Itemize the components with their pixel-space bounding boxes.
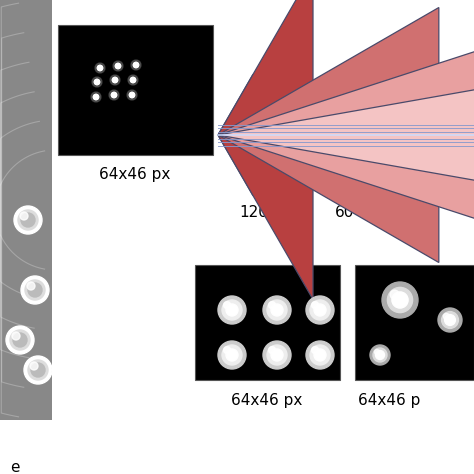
- Circle shape: [373, 348, 387, 362]
- Circle shape: [269, 301, 275, 309]
- Circle shape: [127, 90, 137, 100]
- Circle shape: [6, 326, 34, 354]
- Circle shape: [13, 333, 27, 347]
- Bar: [58, 25, 213, 155]
- Polygon shape: [218, 50, 474, 220]
- Circle shape: [314, 349, 326, 361]
- Circle shape: [382, 282, 418, 318]
- Circle shape: [113, 61, 123, 71]
- Circle shape: [24, 356, 52, 384]
- Circle shape: [218, 296, 246, 324]
- Circle shape: [267, 300, 287, 320]
- Circle shape: [97, 65, 103, 71]
- Circle shape: [109, 90, 119, 100]
- Circle shape: [375, 350, 384, 359]
- Text: 3: 3: [410, 205, 420, 220]
- Text: 64x46 px: 64x46 px: [231, 393, 303, 408]
- Circle shape: [111, 92, 117, 98]
- Circle shape: [442, 311, 458, 328]
- Circle shape: [131, 60, 141, 70]
- Text: 64x46 p: 64x46 p: [358, 393, 420, 408]
- Circle shape: [271, 304, 283, 316]
- Circle shape: [310, 300, 330, 320]
- Polygon shape: [218, 85, 474, 184]
- Circle shape: [21, 213, 35, 227]
- Circle shape: [311, 301, 319, 309]
- Circle shape: [93, 94, 99, 100]
- Text: 120°: 120°: [240, 205, 276, 220]
- Circle shape: [387, 287, 412, 312]
- Circle shape: [306, 341, 334, 369]
- Circle shape: [222, 300, 242, 320]
- Text: 64x46 px: 64x46 px: [100, 167, 171, 182]
- Circle shape: [130, 77, 136, 83]
- Circle shape: [10, 330, 30, 350]
- Circle shape: [14, 206, 42, 234]
- Circle shape: [314, 304, 326, 316]
- Circle shape: [390, 290, 399, 299]
- Circle shape: [18, 210, 38, 230]
- Circle shape: [370, 345, 390, 365]
- Circle shape: [263, 296, 291, 324]
- Polygon shape: [218, 8, 439, 263]
- Circle shape: [92, 77, 102, 87]
- Circle shape: [226, 304, 238, 316]
- Circle shape: [310, 345, 330, 365]
- Circle shape: [28, 283, 42, 297]
- Text: 60°: 60°: [335, 205, 362, 220]
- Circle shape: [311, 346, 319, 354]
- Circle shape: [267, 345, 287, 365]
- Circle shape: [224, 346, 230, 354]
- Circle shape: [222, 345, 242, 365]
- Circle shape: [129, 92, 135, 98]
- Circle shape: [226, 349, 238, 361]
- Circle shape: [21, 276, 49, 304]
- Polygon shape: [218, 0, 313, 300]
- Circle shape: [115, 63, 121, 69]
- Circle shape: [128, 75, 138, 85]
- Polygon shape: [218, 74, 253, 196]
- Bar: [0, 0, 52, 420]
- Circle shape: [224, 301, 230, 309]
- Circle shape: [30, 362, 38, 370]
- Circle shape: [12, 332, 20, 340]
- Circle shape: [445, 315, 456, 325]
- Circle shape: [112, 77, 118, 83]
- Bar: [355, 265, 474, 380]
- Circle shape: [133, 62, 139, 68]
- Circle shape: [392, 292, 408, 308]
- Circle shape: [263, 341, 291, 369]
- Circle shape: [28, 360, 48, 380]
- Circle shape: [269, 346, 275, 354]
- Circle shape: [110, 75, 120, 85]
- Circle shape: [25, 280, 45, 300]
- Circle shape: [27, 282, 35, 290]
- Circle shape: [374, 349, 380, 355]
- Circle shape: [306, 296, 334, 324]
- Circle shape: [218, 341, 246, 369]
- Circle shape: [20, 212, 28, 220]
- Text: e: e: [10, 460, 19, 474]
- Circle shape: [271, 349, 283, 361]
- Circle shape: [91, 92, 101, 102]
- Circle shape: [94, 79, 100, 85]
- Circle shape: [443, 313, 449, 319]
- Bar: [195, 265, 340, 380]
- Circle shape: [438, 308, 462, 332]
- Circle shape: [31, 363, 45, 377]
- Circle shape: [95, 63, 105, 73]
